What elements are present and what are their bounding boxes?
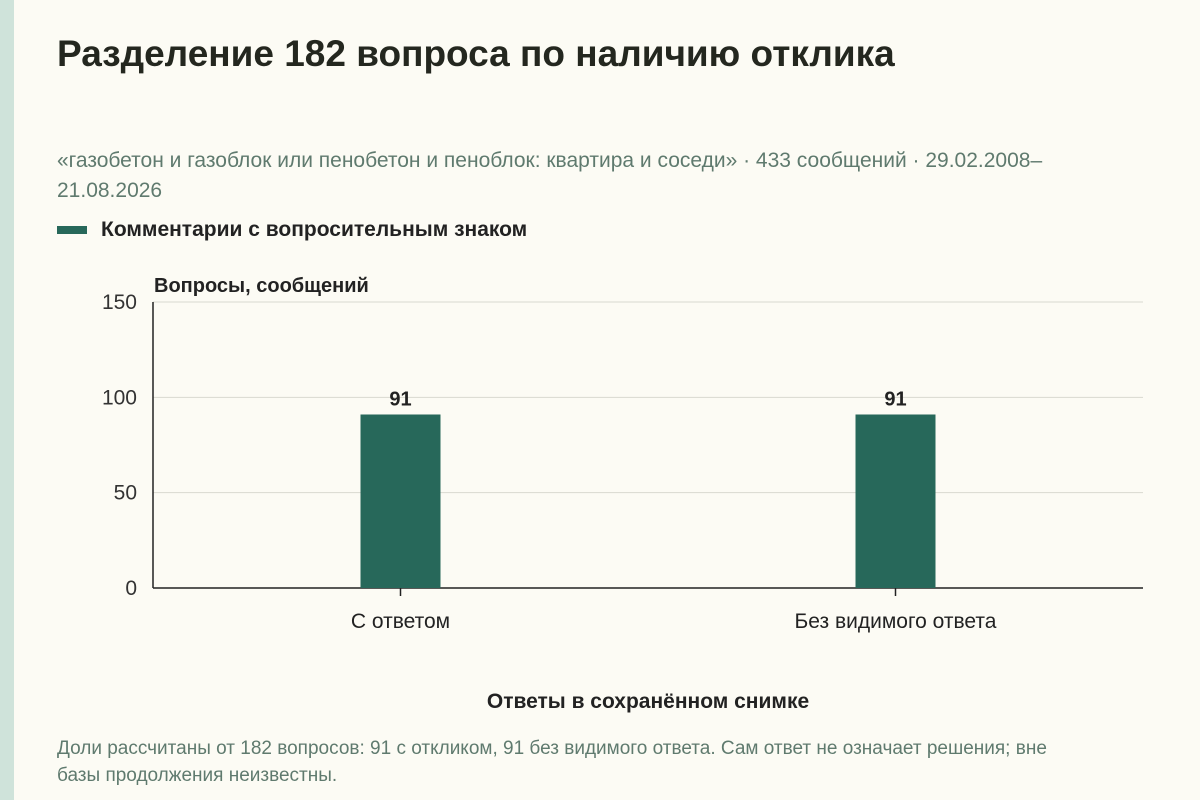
- y-axis-label: Вопросы, сообщений: [154, 275, 369, 297]
- legend-label: Комментарии с вопросительным знаком: [101, 218, 528, 241]
- chart-title: Разделение 182 вопроса по наличию отклик…: [57, 33, 895, 74]
- y-tick-label: 50: [114, 482, 137, 505]
- y-tick-label: 150: [102, 291, 137, 314]
- bar-chart: 0 50 100 150 Вопросы, сообщений 91 С ответом 91…: [102, 275, 1143, 713]
- legend: Комментарии с вопросительным знаком: [57, 218, 527, 242]
- y-tick-label: 100: [102, 386, 137, 409]
- footnote: Доли рассчитаны от 182 вопросов: 91 с от…: [57, 738, 1047, 786]
- data-label: 91: [389, 388, 411, 410]
- bar: [360, 414, 441, 588]
- bar: [855, 414, 936, 588]
- x-tick-label: С ответом: [351, 610, 450, 633]
- y-tick-label: 0: [125, 577, 137, 600]
- x-tick-label: Без видимого ответа: [795, 610, 997, 633]
- accent-strip: [0, 0, 14, 800]
- chart-subtitle: «газобетон и газоблок или пенобетон и пе…: [57, 149, 1043, 202]
- data-label: 91: [884, 388, 906, 410]
- x-axis-label: Ответы в сохранённом снимке: [487, 690, 809, 713]
- legend-swatch: [57, 226, 87, 234]
